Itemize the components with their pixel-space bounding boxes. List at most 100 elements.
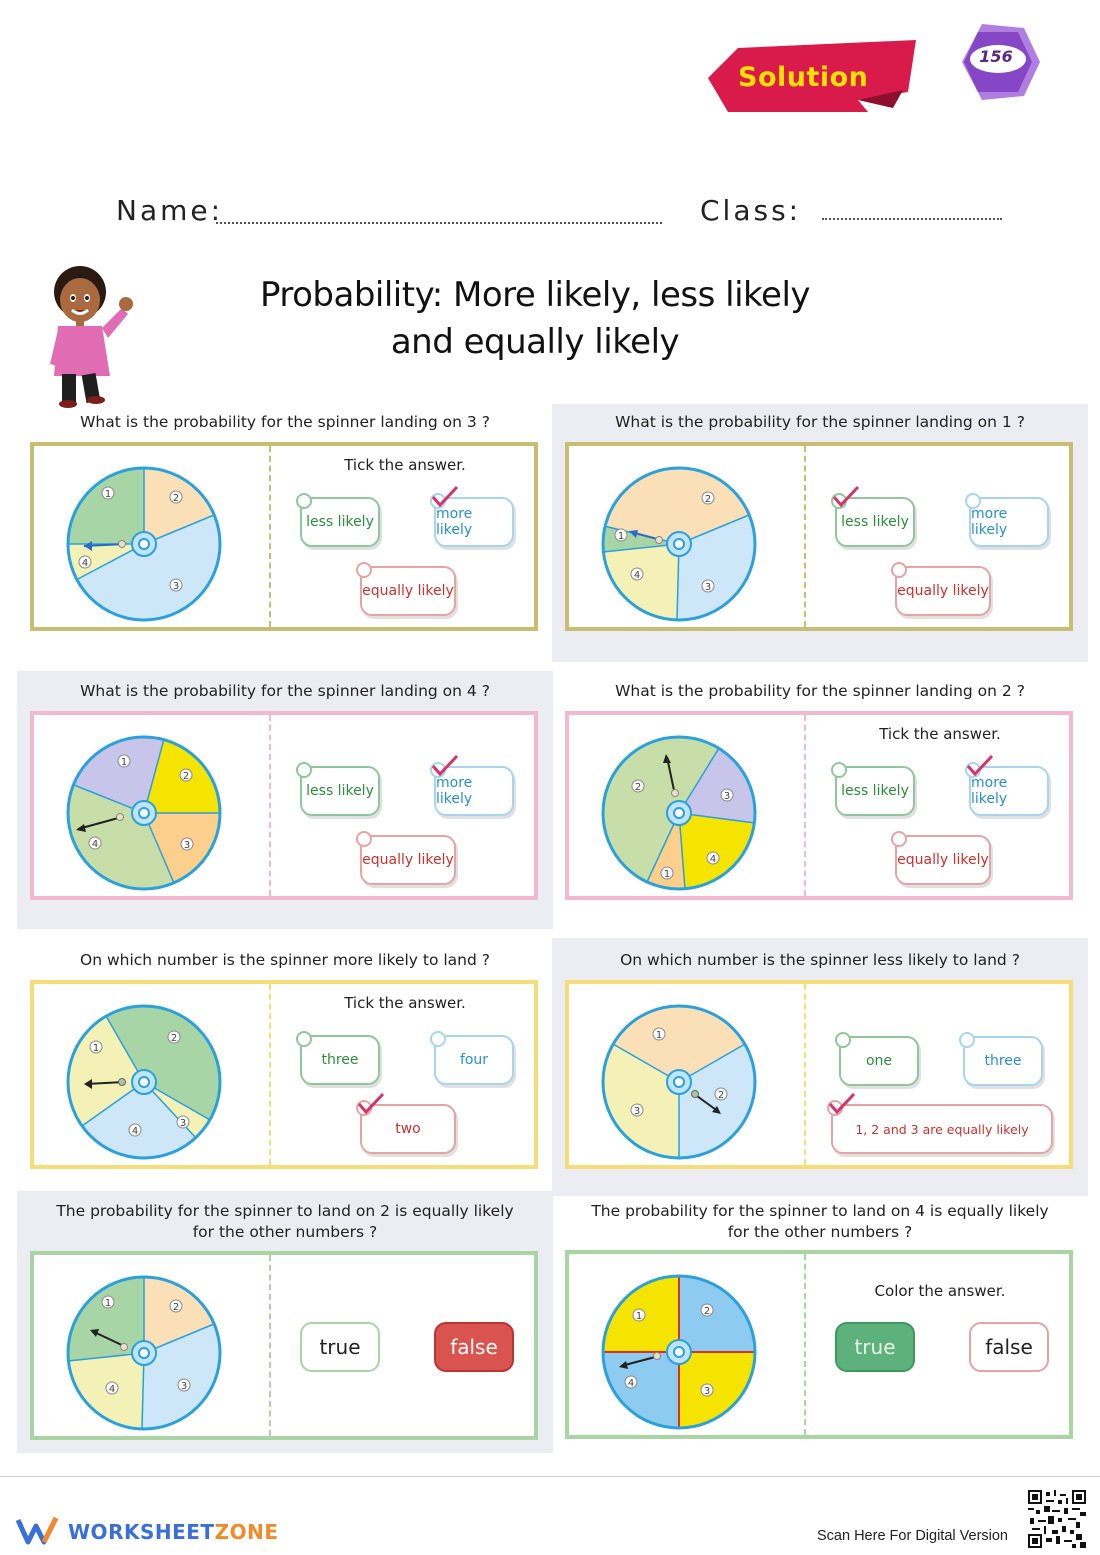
check-mark-icon	[431, 754, 459, 777]
spinner-number: 3	[724, 791, 730, 802]
option-equally-likely-all[interactable]: 1, 2 and 3 are equally likely	[827, 1092, 1053, 1154]
option-false-colored[interactable]: false	[434, 1322, 514, 1372]
question-text-line2: for the other numbers ?	[727, 1223, 913, 1241]
question-text: What is the probability for the spinner …	[80, 682, 490, 700]
dashed-divider	[804, 446, 806, 627]
name-label: Name:	[116, 194, 224, 227]
check-mark-icon	[431, 485, 459, 508]
question-section-1: What is the probability for the spinner …	[17, 404, 553, 662]
spinner-number: 4	[628, 1378, 634, 1389]
question-section-7: The probability for the spinner to land …	[17, 1191, 553, 1453]
boy-illustration	[50, 266, 133, 408]
dashed-divider	[804, 1254, 806, 1435]
option-three[interactable]: three	[296, 1031, 380, 1085]
option-equally-likely[interactable]: equally likely	[356, 831, 456, 885]
spinner: 1 2 3 4	[66, 735, 222, 891]
option-more-likely[interactable]: more likely	[965, 754, 1049, 816]
spinner-number: 1	[105, 489, 111, 500]
spinner-number: 1	[121, 757, 127, 768]
question-text: What is the probability for the spinner …	[615, 413, 1025, 431]
spinner-number: 3	[181, 1381, 187, 1392]
spinner: 1 2 3 4	[601, 466, 757, 622]
spinner-number: 2	[183, 771, 189, 782]
spinner: 1 2 3	[601, 1004, 757, 1160]
instruction-text: Tick the answer.	[879, 725, 1001, 743]
option-true[interactable]: true	[300, 1322, 380, 1372]
instruction-text: Color the answer.	[874, 1282, 1006, 1300]
answer-card: 1 2 3 4 less likely more likely equally …	[30, 711, 538, 900]
class-field[interactable]	[822, 218, 1002, 220]
dashed-divider	[269, 715, 271, 896]
spinner-number: 1	[105, 1298, 111, 1309]
option-false[interactable]: false	[969, 1322, 1049, 1372]
question-text-line2: for the other numbers ?	[192, 1223, 378, 1241]
option-equally-likely[interactable]: equally likely	[891, 831, 991, 885]
option-one[interactable]: one	[835, 1032, 919, 1086]
spinner-number: 2	[635, 782, 641, 793]
worksheet-title-line2: and equally likely	[390, 322, 680, 362]
question-text: What is the probability for the spinner …	[80, 413, 490, 431]
spinner-number: 4	[132, 1126, 138, 1137]
instruction-text: Tick the answer.	[344, 994, 466, 1012]
check-mark-icon	[966, 754, 994, 777]
option-less-likely[interactable]: less likely	[831, 485, 915, 547]
spinner-number: 3	[705, 582, 711, 593]
answer-card: 1 2 3 4 Tick the answer. less likely mor…	[565, 711, 1073, 900]
spinner: 1 2 3 4	[66, 1004, 222, 1160]
spinner-number: 2	[718, 1090, 724, 1101]
spinner-number: 2	[173, 493, 179, 504]
dashed-divider	[804, 715, 806, 896]
question-text: What is the probability for the spinner …	[615, 682, 1025, 700]
question-section-2: What is the probability for the spinner …	[552, 404, 1088, 662]
qr-code[interactable]	[1028, 1490, 1086, 1548]
spinner-number: 3	[704, 1386, 710, 1397]
page-number: 156	[979, 47, 1013, 66]
spinner-number: 1	[93, 1043, 99, 1054]
brand-name: WORKSHEETZONE	[68, 1520, 279, 1544]
question-text-line1: The probability for the spinner to land …	[56, 1202, 514, 1220]
option-equally-likely[interactable]: equally likely	[891, 562, 991, 616]
class-label: Class:	[700, 194, 802, 227]
page-number-badge	[962, 24, 1040, 100]
option-less-likely[interactable]: less likely	[296, 493, 380, 547]
spinner-number: 3	[634, 1106, 640, 1117]
name-field[interactable]	[216, 222, 662, 224]
question-text-line1: The probability for the spinner to land …	[591, 1202, 1049, 1220]
option-more-likely[interactable]: more likely	[430, 485, 514, 547]
question-section-5: On which number is the spinner more like…	[17, 940, 553, 1198]
footer-divider	[0, 1476, 1100, 1477]
spinner-number: 3	[184, 840, 190, 851]
check-mark-icon	[357, 1092, 385, 1115]
spinner: 1 2 3 4	[601, 735, 757, 891]
option-equally-likely[interactable]: equally likely	[356, 562, 456, 616]
spinner: 1 2 3 4	[66, 466, 222, 622]
option-less-likely[interactable]: less likely	[831, 762, 915, 816]
answer-card: 1 2 3 4 less likely more likely equally …	[565, 442, 1073, 631]
spinner-number: 2	[173, 1302, 179, 1313]
spinner-number: 2	[705, 494, 711, 505]
spinner-number: 4	[92, 839, 98, 850]
worksheetzone-logo-icon	[16, 1516, 59, 1545]
spinner: 1 2 3 4	[601, 1274, 757, 1430]
question-text: On which number is the spinner more like…	[80, 951, 490, 969]
option-more-likely[interactable]: more likely	[965, 493, 1049, 547]
option-more-likely[interactable]: more likely	[430, 754, 514, 816]
option-two[interactable]: two	[356, 1092, 456, 1154]
solution-label: Solution	[738, 62, 869, 93]
question-section-4: What is the probability for the spinner …	[552, 671, 1088, 929]
question-section-6: On which number is the spinner less like…	[552, 938, 1088, 1196]
option-four[interactable]: four	[430, 1031, 514, 1085]
check-mark-icon	[832, 485, 860, 508]
spinner-number: 1	[656, 1030, 662, 1041]
answer-card: 1 2 3 one three 1, 2 and 3 are equally l…	[565, 980, 1073, 1169]
answer-card: 1 2 3 4 Tick the answer. three four two	[30, 980, 538, 1169]
option-less-likely[interactable]: less likely	[296, 762, 380, 816]
option-true-colored[interactable]: true	[835, 1322, 915, 1372]
spinner-number: 1	[636, 1311, 642, 1322]
spinner-number: 4	[109, 1384, 115, 1395]
dashed-divider	[269, 984, 271, 1165]
option-three[interactable]: three	[959, 1032, 1043, 1086]
spinner-number: 4	[710, 854, 716, 865]
scan-instruction: Scan Here For Digital Version	[817, 1528, 1008, 1544]
question-section-3: What is the probability for the spinner …	[17, 671, 553, 929]
